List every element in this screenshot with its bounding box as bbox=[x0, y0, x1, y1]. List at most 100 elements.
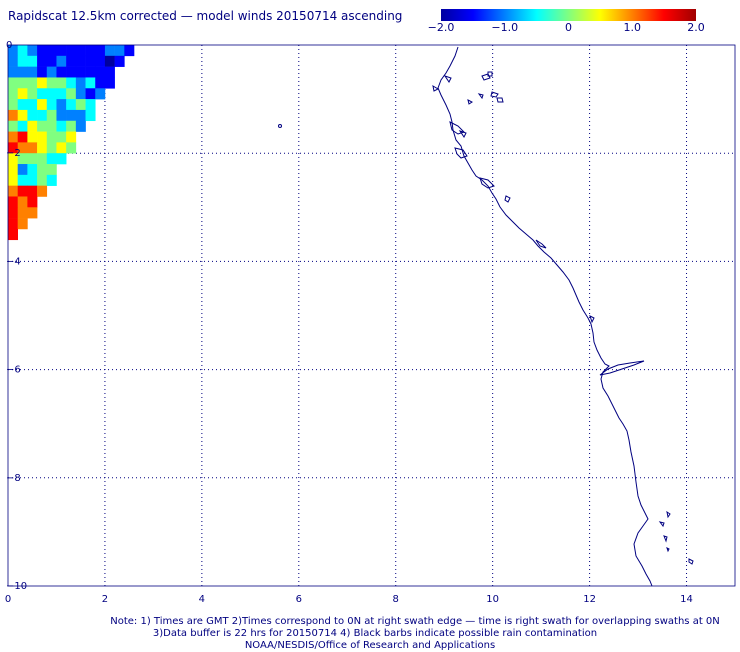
wind-cell bbox=[17, 55, 28, 67]
x-tick-label: 2 bbox=[102, 594, 108, 605]
wind-cell bbox=[37, 142, 48, 154]
island bbox=[490, 91, 499, 98]
wind-cell bbox=[8, 45, 18, 57]
wind-cell bbox=[37, 120, 48, 132]
wind-cell bbox=[75, 99, 86, 111]
colorbar-tick-label: 2.0 bbox=[687, 21, 705, 34]
wind-cell bbox=[37, 185, 48, 197]
y-tick-label: −2 bbox=[6, 148, 21, 159]
wind-field bbox=[8, 45, 135, 241]
island bbox=[278, 124, 282, 128]
y-tick-label: −6 bbox=[6, 365, 21, 376]
wind-cell bbox=[46, 109, 57, 122]
colorbar-tick-label: −2.0 bbox=[427, 21, 455, 34]
x-tick-label: 8 bbox=[393, 594, 399, 605]
wind-cell bbox=[95, 77, 106, 89]
wind-cell bbox=[46, 153, 57, 165]
wind-cell bbox=[56, 45, 67, 57]
wind-cell bbox=[8, 174, 18, 186]
wind-cell bbox=[46, 77, 57, 89]
wind-cell bbox=[8, 77, 18, 89]
wind-cell bbox=[17, 109, 28, 122]
wind-cell bbox=[17, 196, 28, 208]
wind-cell bbox=[95, 88, 106, 100]
wind-cell bbox=[66, 77, 77, 89]
wind-cell bbox=[56, 120, 67, 132]
island bbox=[688, 558, 694, 565]
wind-cell bbox=[27, 55, 38, 67]
wind-cell bbox=[46, 142, 57, 154]
wind-cell bbox=[75, 109, 86, 122]
coastline-main bbox=[437, 46, 653, 587]
y-tick-label: −8 bbox=[6, 473, 21, 484]
credit-line: NOAA/NESDIS/Office of Research and Appli… bbox=[244, 640, 496, 651]
island bbox=[666, 510, 671, 519]
wind-cell bbox=[114, 55, 125, 67]
y-tick-label: −10 bbox=[6, 581, 27, 592]
wind-cell bbox=[56, 131, 67, 143]
x-tick-label: 10 bbox=[486, 594, 499, 605]
wind-cell bbox=[27, 207, 38, 219]
wind-cell bbox=[66, 99, 77, 111]
colorbar-tick-label: −1.0 bbox=[491, 21, 519, 34]
wind-cell bbox=[85, 66, 96, 78]
wind-cell bbox=[8, 142, 18, 154]
wind-cell bbox=[85, 88, 96, 100]
wind-cell bbox=[37, 153, 48, 165]
wind-cell bbox=[27, 88, 38, 100]
wind-cell bbox=[75, 45, 86, 57]
wind-cell bbox=[104, 45, 115, 57]
wind-cell bbox=[27, 153, 38, 165]
wind-cell bbox=[27, 174, 38, 186]
wind-cell bbox=[17, 99, 28, 111]
wind-cell bbox=[27, 131, 38, 143]
wind-cell bbox=[95, 45, 106, 57]
wind-cell bbox=[56, 153, 67, 165]
island bbox=[443, 75, 452, 83]
island bbox=[467, 99, 473, 105]
island bbox=[454, 147, 468, 159]
island bbox=[589, 315, 595, 324]
wind-cell bbox=[27, 196, 38, 208]
island bbox=[479, 177, 495, 189]
x-tick-label: 0 bbox=[5, 594, 11, 605]
wind-cell bbox=[27, 77, 38, 89]
footer-notes: Note: 1) Times are GMT 2)Times correspon… bbox=[0, 616, 740, 652]
wind-cell bbox=[17, 164, 28, 176]
wind-cell bbox=[17, 120, 28, 132]
wind-cell bbox=[124, 45, 135, 57]
wind-cell bbox=[27, 120, 38, 132]
wind-cell bbox=[8, 66, 18, 78]
wind-cell bbox=[95, 66, 106, 78]
wind-cell bbox=[27, 142, 38, 154]
wind-cell bbox=[8, 99, 18, 111]
wind-cell bbox=[8, 120, 18, 132]
wind-cell bbox=[85, 55, 96, 67]
wind-cell bbox=[66, 88, 77, 100]
wind-cell bbox=[56, 109, 67, 122]
colorbar bbox=[441, 9, 696, 21]
wind-cell bbox=[17, 153, 28, 165]
wind-cell bbox=[17, 142, 28, 154]
wind-cell bbox=[17, 185, 28, 197]
wind-cell bbox=[75, 88, 86, 100]
plot-frame bbox=[7, 44, 736, 587]
note-line-1: Note: 1) Times are GMT 2)Times correspon… bbox=[110, 616, 720, 627]
wind-cell bbox=[37, 174, 48, 186]
wind-cell bbox=[75, 120, 86, 132]
wind-cell bbox=[46, 99, 57, 111]
wind-cell bbox=[75, 55, 86, 67]
wind-cell bbox=[8, 196, 18, 208]
wind-cell bbox=[8, 185, 18, 197]
note-line-2: 3)Data buffer is 22 hrs for 20150714 4) … bbox=[152, 628, 598, 639]
wind-cell bbox=[27, 109, 38, 122]
wind-cell bbox=[37, 55, 48, 67]
map-title: Rapidscat 12.5km corrected — model winds… bbox=[8, 9, 403, 23]
island bbox=[432, 84, 440, 92]
island bbox=[477, 93, 484, 100]
wind-cell bbox=[37, 164, 48, 176]
wind-cell bbox=[17, 131, 28, 143]
wind-cell bbox=[66, 45, 77, 57]
island bbox=[458, 130, 467, 138]
